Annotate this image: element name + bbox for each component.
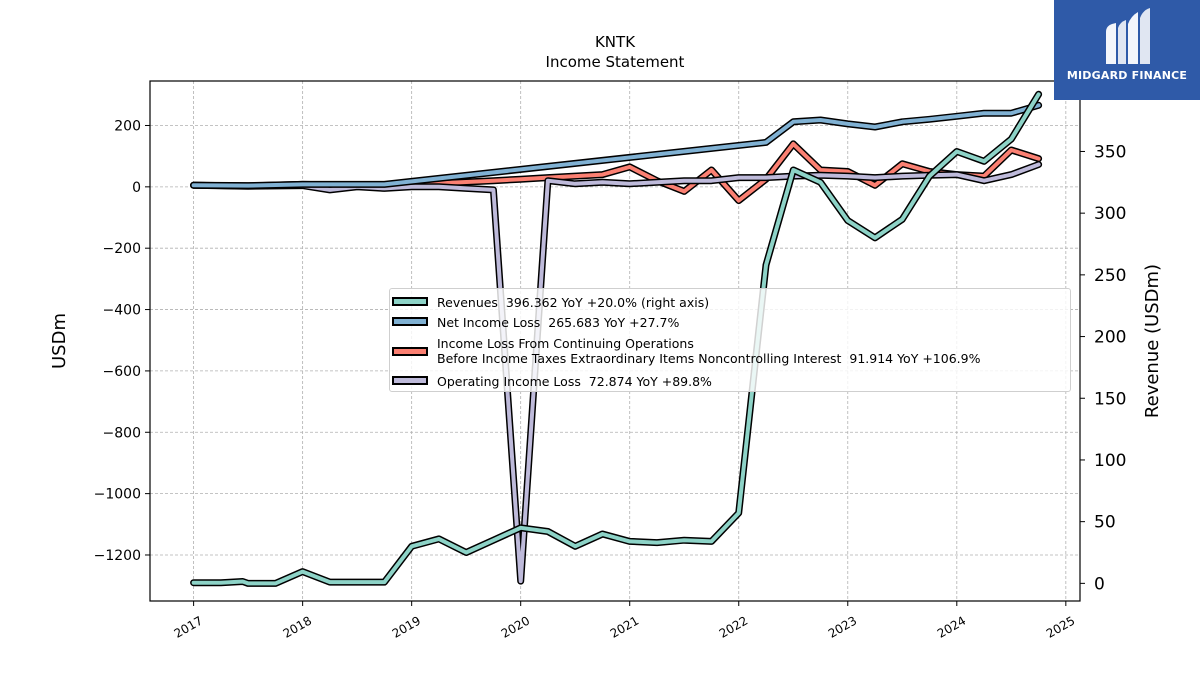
x-tick-label: 2024 xyxy=(935,613,968,640)
chart-title: KNTK xyxy=(595,33,636,51)
legend-label-revenues: Revenues 396.362 YoY +20.0% (right axis) xyxy=(437,295,710,310)
y2-tick-label: 250 xyxy=(1094,266,1126,286)
x-tick-label: 2025 xyxy=(1044,613,1077,640)
legend-swatch-net-income-loss xyxy=(392,317,428,326)
left-axis-ticks: 200 0 −200 −400 −600 −800 −1000 −1200 xyxy=(94,118,150,564)
x-tick-label: 2020 xyxy=(499,613,532,640)
y-tick-label: −1200 xyxy=(94,548,141,564)
x-tick-label: 2023 xyxy=(826,613,859,640)
y2-tick-label: 0 xyxy=(1094,574,1105,594)
x-axis-ticks: 2017 2018 2019 2020 2021 2022 2023 2024 2025 xyxy=(172,601,1077,641)
logo-text: MIDGARD FINANCE xyxy=(1066,69,1188,82)
x-tick-label: 2019 xyxy=(390,613,423,640)
y2-tick-label: 200 xyxy=(1094,328,1126,348)
y2-tick-label: 100 xyxy=(1094,451,1126,471)
legend: Revenues 396.362 YoY +20.0% (right axis)… xyxy=(389,288,1071,392)
series-line-operating-income-loss xyxy=(191,162,1041,584)
y-tick-label: 200 xyxy=(114,118,141,134)
legend-swatch-income-loss-continuing-ops xyxy=(392,347,428,356)
y2-axis-label: Revenue (USDm) xyxy=(1142,264,1163,418)
series-line-revenues xyxy=(191,92,1041,586)
y-tick-label: −800 xyxy=(103,425,141,441)
y-tick-label: −600 xyxy=(103,364,141,380)
legend-swatch-revenues xyxy=(392,297,428,306)
y2-tick-label: 150 xyxy=(1094,389,1126,409)
y-tick-label: −200 xyxy=(103,241,141,257)
series-layer xyxy=(190,90,1043,587)
y-tick-label: −400 xyxy=(103,303,141,319)
x-tick-label: 2021 xyxy=(608,613,641,640)
x-tick-label: 2017 xyxy=(172,613,205,640)
y2-tick-label: 50 xyxy=(1094,513,1116,533)
y-axis-label: USDm xyxy=(49,313,70,369)
legend-swatch-operating-income-loss xyxy=(392,376,428,385)
legend-label-income-loss-continuing-ops: Income Loss From Continuing Operations B… xyxy=(437,336,981,366)
series-line-net-income-loss xyxy=(191,103,1041,188)
y-tick-label: 0 xyxy=(132,180,141,196)
y-tick-label: −1000 xyxy=(94,487,141,503)
midgard-finance-logo-icon xyxy=(1106,8,1150,64)
x-tick-label: 2018 xyxy=(281,613,314,640)
midgard-finance-logo: MIDGARD FINANCE xyxy=(1054,0,1200,100)
y2-tick-label: 300 xyxy=(1094,204,1126,224)
chart-subtitle: Income Statement xyxy=(546,53,685,71)
x-tick-label: 2022 xyxy=(717,613,750,640)
right-axis-ticks: 050100150200250300350400 xyxy=(1080,81,1126,594)
legend-label-net-income-loss: Net Income Loss 265.683 YoY +27.7% xyxy=(437,315,680,330)
series-line-income-loss-from-continuing-operations-b xyxy=(191,141,1041,203)
plot-frame xyxy=(149,80,1081,602)
y2-tick-label: 350 xyxy=(1094,142,1126,162)
legend-label-operating-income-loss: Operating Income Loss 72.874 YoY +89.8% xyxy=(437,374,712,389)
